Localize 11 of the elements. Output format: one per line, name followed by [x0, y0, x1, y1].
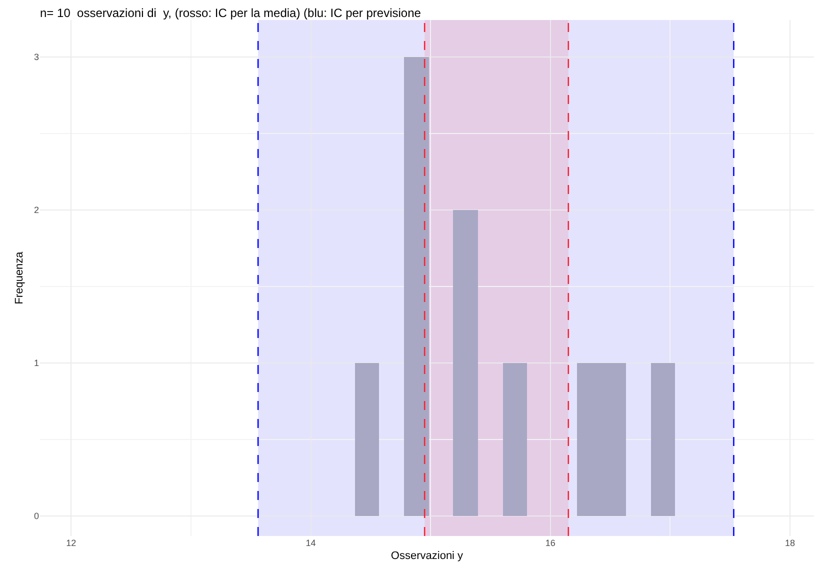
chart-title: n= 10 osservazioni di y, (rosso: IC per la media) (blu: IC per previsione: [40, 6, 422, 20]
y-tick-label: 3: [34, 52, 39, 62]
y-tick-label: 2: [34, 205, 39, 216]
y-axis-title: Frequenza: [14, 250, 26, 304]
y-tick-label: 1: [34, 358, 39, 368]
x-tick-label: 16: [545, 538, 556, 548]
x-tick-label: 18: [785, 538, 796, 548]
x-axis-title: Osservazioni y: [390, 550, 464, 562]
y-tick-label: 0: [34, 511, 39, 522]
x-tick-label: 14: [306, 538, 316, 548]
x-tick-label: 12: [66, 538, 76, 548]
